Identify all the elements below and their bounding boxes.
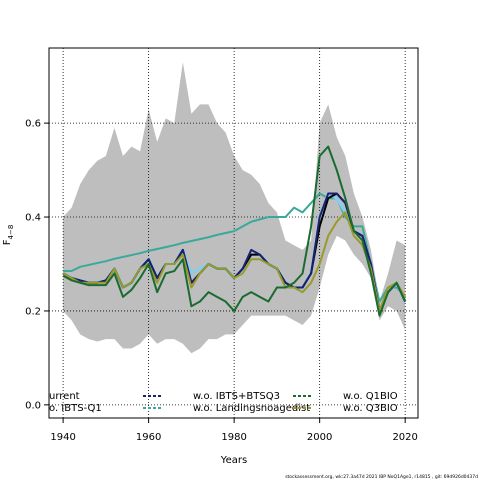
- legend-label: w.o. Landingsnoagedist: [193, 403, 310, 414]
- y-tick-label: 0.2: [25, 306, 41, 317]
- plot-frame: [48, 47, 419, 419]
- plot-area: [49, 48, 418, 418]
- x-axis-label: Years: [220, 455, 247, 466]
- y-label-main: F: [2, 239, 13, 245]
- x-tick-label: 2020: [392, 432, 417, 443]
- legend-label: w.o. Q1BIO: [343, 391, 398, 402]
- footer: stockassessment.org, wk:27.3a47d 2021 IB…: [285, 474, 478, 480]
- y-tick-label: 0.6: [25, 119, 41, 130]
- x-tick-label: 1980: [221, 432, 246, 443]
- x-tick-label: 1960: [136, 432, 161, 443]
- y-tick-label: 0.0: [25, 400, 41, 411]
- legend-label: o. IBTS-Q1: [49, 403, 102, 414]
- legend-label: urrent: [49, 391, 80, 402]
- y-label-sub: 4−8: [7, 225, 15, 240]
- legend-label: w.o. Q3BIO: [343, 403, 398, 414]
- y-axis-label: F4−8: [2, 225, 15, 246]
- series-line: [62, 145, 407, 317]
- legend-label: w.o. IBTS+BTSQ3: [193, 391, 280, 402]
- x-tick-label: 1940: [50, 432, 75, 443]
- series-line: [62, 211, 407, 312]
- x-tick-label: 2000: [307, 432, 332, 443]
- y-tick-label: 0.4: [25, 213, 41, 224]
